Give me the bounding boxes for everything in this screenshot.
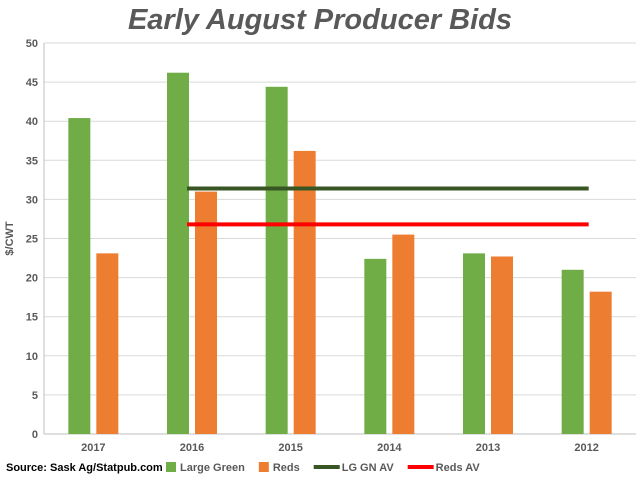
bar-large-green bbox=[463, 253, 485, 434]
y-tick-label: 35 bbox=[26, 155, 38, 167]
x-tick-label: 2013 bbox=[476, 442, 500, 454]
legend-label: Reds AV bbox=[436, 462, 481, 474]
legend-swatch-large-green bbox=[166, 462, 176, 472]
bar-large-green bbox=[561, 269, 584, 434]
y-tick-label: 0 bbox=[32, 429, 38, 441]
bar-large-green bbox=[68, 118, 91, 435]
y-tick-label: 15 bbox=[26, 312, 38, 324]
y-tick-label: 5 bbox=[32, 390, 38, 402]
bar-reds bbox=[96, 253, 119, 434]
y-tick-label: 10 bbox=[26, 351, 38, 363]
bar-large-green bbox=[364, 258, 387, 434]
bar-reds bbox=[293, 150, 316, 434]
y-tick-label: 40 bbox=[26, 116, 38, 128]
bar-reds bbox=[491, 256, 513, 434]
x-tick-label: 2014 bbox=[377, 442, 402, 454]
source-note: Source: Sask Ag/Statpub.com bbox=[6, 462, 163, 474]
x-tick-label: 2017 bbox=[81, 442, 105, 454]
bar-large-green bbox=[167, 72, 189, 434]
y-tick-label: 30 bbox=[26, 194, 38, 206]
legend-swatch-reds bbox=[258, 462, 269, 472]
legend-label: LG GN AV bbox=[342, 462, 395, 474]
chart-title: Early August Producer Bids bbox=[127, 4, 513, 36]
y-tick-label: 25 bbox=[26, 234, 38, 246]
y-axis-label: $/CWT bbox=[4, 221, 16, 256]
y-tick-label: 20 bbox=[26, 273, 38, 285]
x-tick-label: 2012 bbox=[574, 442, 598, 454]
bar-reds bbox=[392, 234, 415, 434]
x-tick-label: 2016 bbox=[180, 442, 204, 454]
x-tick-label: 2015 bbox=[278, 442, 302, 454]
y-tick-label: 45 bbox=[26, 77, 38, 89]
legend-label: Reds bbox=[273, 462, 300, 474]
y-tick-label: 50 bbox=[26, 38, 38, 50]
legend-label: Large Green bbox=[180, 462, 245, 474]
bar-large-green bbox=[265, 86, 288, 435]
bar-reds bbox=[589, 291, 612, 434]
bar-reds bbox=[195, 191, 217, 434]
